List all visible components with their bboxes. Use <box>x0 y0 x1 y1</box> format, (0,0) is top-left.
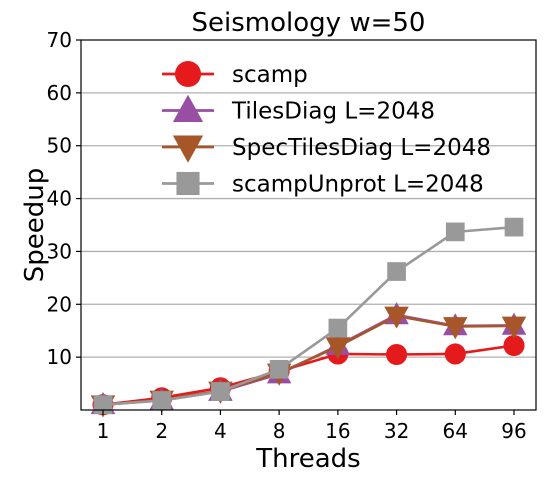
x-tick-label: 8 <box>273 419 286 443</box>
legend-label: scamp <box>232 62 308 88</box>
plot-frame <box>80 39 537 411</box>
legend-entry: scamp <box>162 60 308 88</box>
legend-marker <box>176 171 200 196</box>
data-point <box>152 391 172 410</box>
data-point <box>503 334 525 357</box>
data-point <box>325 337 351 360</box>
x-tick-label: 64 <box>443 419 468 443</box>
data-point <box>504 217 524 237</box>
legend: scamp TilesDiag L=2048 SpecTilesDiag L=204… <box>162 60 491 198</box>
data-point <box>384 306 409 329</box>
chart-title: Seismology w=50 <box>192 8 426 38</box>
x-tick-label: 4 <box>214 419 227 443</box>
x-tick-label: 32 <box>384 419 409 443</box>
legend-label: scampUnprot L=2048 <box>232 172 484 198</box>
series-square <box>93 217 524 415</box>
series-line <box>102 225 515 407</box>
y-axis-ticks: 10 20 30 40 50 60 70 <box>47 28 81 369</box>
data-point <box>93 395 113 415</box>
y-tick-label: 50 <box>47 134 72 158</box>
data-point <box>387 262 406 281</box>
data-point <box>386 343 408 366</box>
y-tick-label: 20 <box>47 292 72 316</box>
y-tick-label: 30 <box>47 239 72 263</box>
y-tick-label: 60 <box>47 81 72 105</box>
grid-lines <box>81 92 536 358</box>
legend-marker <box>174 60 202 88</box>
data-point <box>443 317 468 340</box>
data-point <box>211 382 230 401</box>
legend-label: TilesDiag L=2048 <box>231 99 435 125</box>
legend-entry: TilesDiag L=2048 <box>162 94 435 125</box>
data-point <box>444 343 466 365</box>
x-tick-label: 1 <box>97 419 110 443</box>
data-point <box>269 359 289 379</box>
y-tick-label: 10 <box>47 345 72 369</box>
legend-entry: SpecTilesDiag L=2048 <box>162 135 491 163</box>
series-lines <box>90 217 527 418</box>
x-tick-label: 2 <box>155 419 168 443</box>
x-axis-label: Threads <box>255 444 360 474</box>
legend-marker <box>172 135 204 163</box>
legend-label: SpecTilesDiag L=2048 <box>232 135 491 161</box>
data-point <box>445 222 465 242</box>
data-point <box>328 318 348 338</box>
x-axis-ticks: 1 2 4 8 16 32 64 96 <box>97 410 527 443</box>
legend-entry: scampUnprot L=2048 <box>162 172 484 198</box>
y-axis-label: Speedup <box>20 168 50 283</box>
y-tick-label: 70 <box>47 28 72 52</box>
x-tick-label: 96 <box>501 419 526 443</box>
data-point <box>501 316 527 339</box>
y-tick-label: 40 <box>47 187 72 211</box>
x-tick-label: 16 <box>325 419 350 443</box>
legend-marker <box>172 94 204 123</box>
